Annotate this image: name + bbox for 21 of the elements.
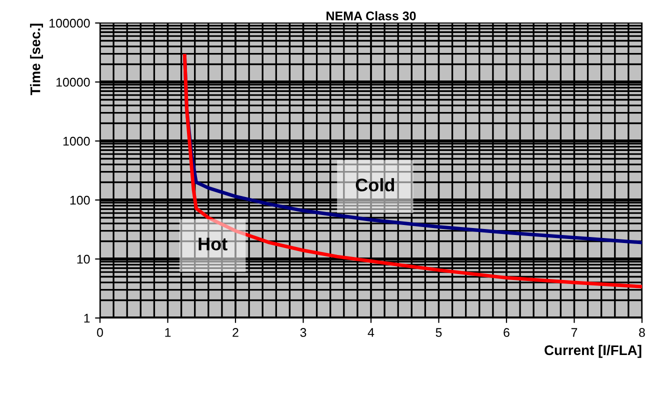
x-tick-label: 8 — [639, 328, 645, 337]
y-axis-title: Time [sec.] — [30, 24, 44, 96]
line-series — [182, 54, 642, 288]
x-tick-label: 1 — [165, 328, 171, 337]
x-tick-label: 4 — [368, 328, 374, 337]
chart-title: NEMA Class 30 — [326, 11, 416, 20]
y-tick-label: 1 — [84, 314, 90, 323]
y-tick-label: 10 — [77, 254, 90, 264]
x-tick-label: 5 — [436, 328, 442, 337]
x-tick-label: 6 — [504, 328, 510, 337]
series-label: Hot — [198, 238, 228, 250]
x-tick-label: 7 — [571, 328, 578, 337]
y-tick-label: 100 — [70, 196, 90, 205]
x-axis-title: Current [I/FLA] — [544, 344, 642, 358]
y-tick-label: 1000 — [63, 136, 90, 146]
x-tick-label: 0 — [97, 328, 103, 337]
y-tick-label: 100000 — [50, 18, 90, 28]
x-tick-label: 2 — [232, 328, 238, 337]
y-tick-label: 10000 — [56, 78, 90, 87]
x-tick-label: 3 — [300, 328, 306, 337]
series-label: Cold — [356, 178, 394, 192]
